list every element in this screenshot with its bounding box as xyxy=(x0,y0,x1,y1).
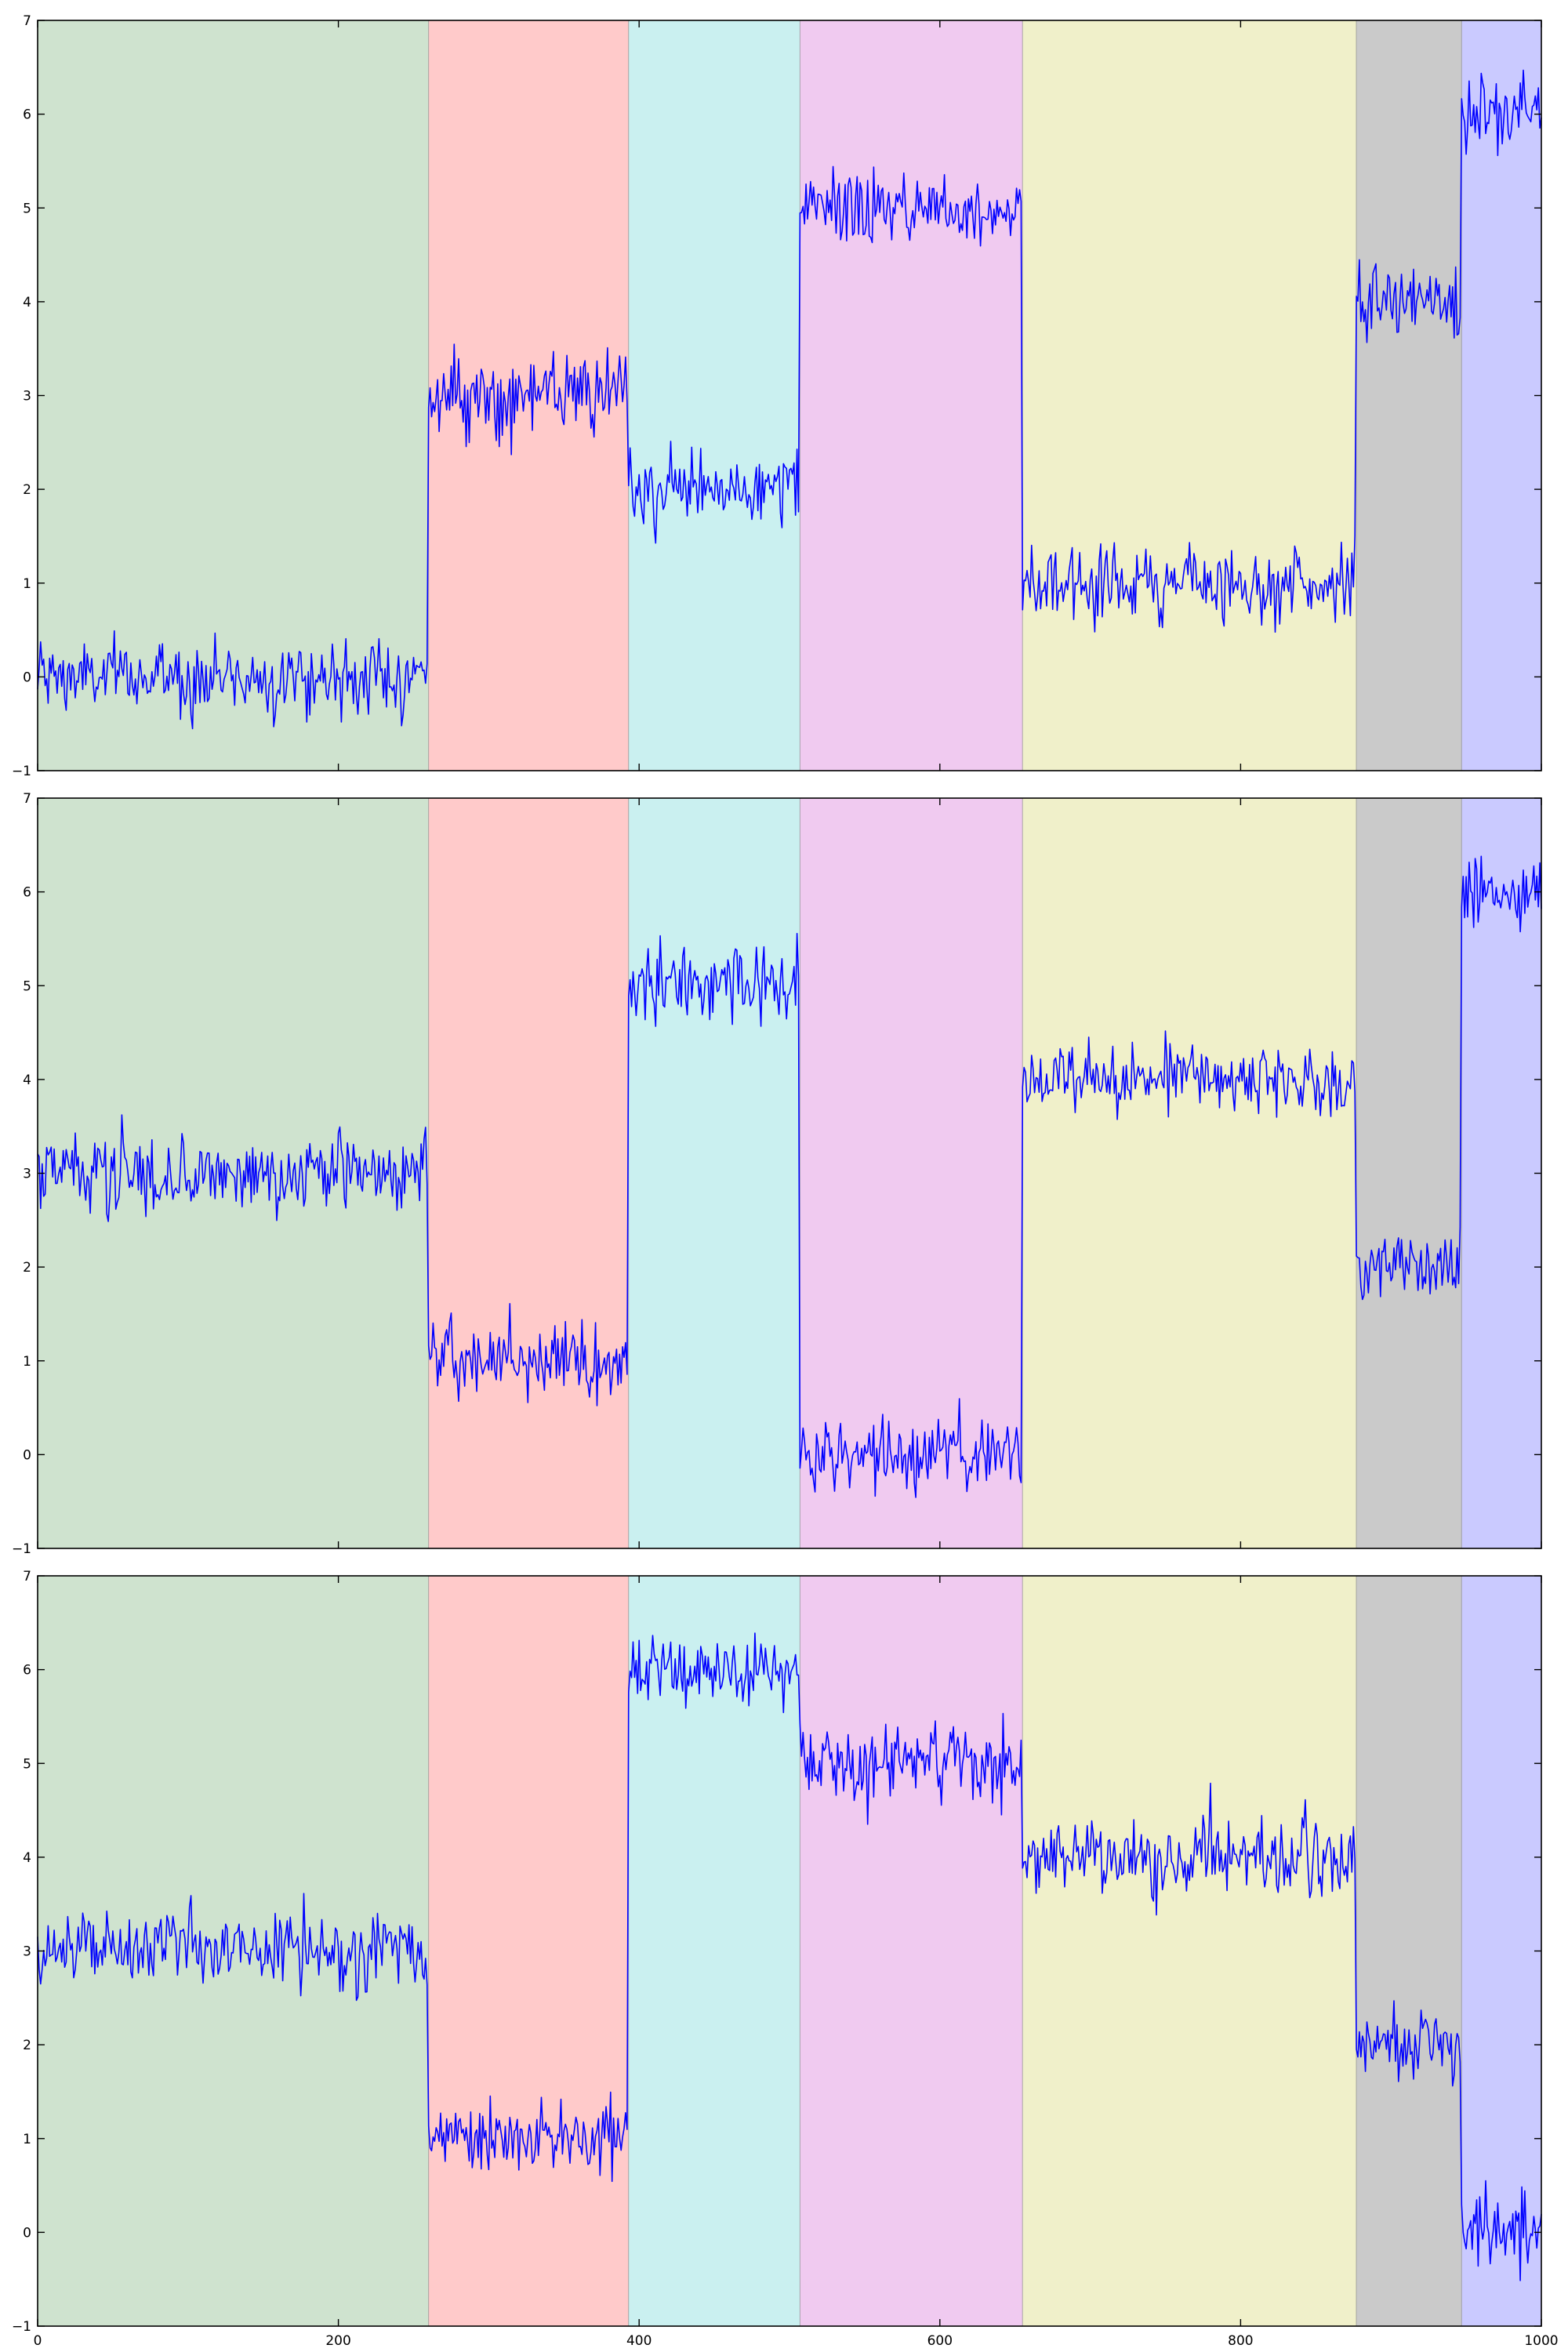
panel-middle: −1 0 1 2 3 4 5 6 7 xyxy=(12,791,1542,1557)
segment-band-7 xyxy=(1461,797,1542,1549)
segment-band-4 xyxy=(799,20,1023,771)
segment-band-3 xyxy=(628,797,800,1549)
segment-band-4 xyxy=(799,797,1023,1549)
y-tick-label: 6 xyxy=(23,885,31,901)
segment-band-2 xyxy=(428,1575,630,2327)
y-tick-label: 1 xyxy=(23,576,31,592)
y-tick-label: 0 xyxy=(23,2225,31,2241)
x-tick-label: 800 xyxy=(1228,2333,1253,2349)
y-tick-label: 6 xyxy=(23,107,31,123)
y-tick-label: 4 xyxy=(23,295,31,310)
y-tick-label: −1 xyxy=(12,764,31,779)
y-tick-label: 7 xyxy=(23,13,31,29)
segment-band-5 xyxy=(1022,797,1357,1549)
x-tick-label: 200 xyxy=(325,2333,350,2349)
y-tick-label: −1 xyxy=(12,1541,31,1557)
signal-line xyxy=(37,1632,1542,2281)
y-tick-label: 0 xyxy=(23,670,31,685)
panel-top: −1 0 1 2 3 4 5 6 7 xyxy=(12,13,1542,779)
y-tick-label: 4 xyxy=(23,1850,31,1866)
y-tick-label: 3 xyxy=(23,389,31,405)
y-tick-label: 7 xyxy=(23,1569,31,1584)
y-tick-label: 5 xyxy=(23,978,31,994)
segment-band-5 xyxy=(1022,1575,1357,2327)
y-tick-label: 2 xyxy=(23,482,31,498)
y-tick-label: 1 xyxy=(23,1354,31,1370)
x-tick-label: 400 xyxy=(626,2333,652,2349)
y-tick-label: 6 xyxy=(23,1663,31,1679)
y-tick-label: −1 xyxy=(12,2319,31,2335)
y-tick-label: 3 xyxy=(23,1167,31,1182)
segment-band-2 xyxy=(428,797,630,1549)
x-tick-label: 0 xyxy=(34,2333,42,2349)
x-tick-label: 1000 xyxy=(1524,2333,1558,2349)
y-tick-label: 5 xyxy=(23,1756,31,1772)
y-tick-label: 4 xyxy=(23,1073,31,1088)
segment-band-3 xyxy=(628,20,800,771)
segment-band-6 xyxy=(1356,1575,1462,2327)
segment-band-7 xyxy=(1461,1575,1542,2327)
segment-band-6 xyxy=(1356,797,1462,1549)
segment-band-1 xyxy=(37,20,430,771)
x-tick-label: 600 xyxy=(927,2333,953,2349)
y-tick-label: 3 xyxy=(23,1944,31,1960)
y-tick-label: 2 xyxy=(23,2038,31,2053)
segment-band-4 xyxy=(799,1575,1023,2327)
segment-band-5 xyxy=(1022,20,1357,771)
y-tick-label: 1 xyxy=(23,2132,31,2147)
signal-line xyxy=(37,855,1542,1498)
y-tick-label: 5 xyxy=(23,201,31,216)
y-tick-label: 2 xyxy=(23,1260,31,1276)
segment-band-6 xyxy=(1356,20,1462,771)
y-tick-label: 7 xyxy=(23,791,31,807)
segment-band-3 xyxy=(628,1575,800,2327)
y-tick-label: 0 xyxy=(23,1447,31,1463)
segment-band-7 xyxy=(1461,20,1542,771)
signal-line xyxy=(37,69,1542,730)
